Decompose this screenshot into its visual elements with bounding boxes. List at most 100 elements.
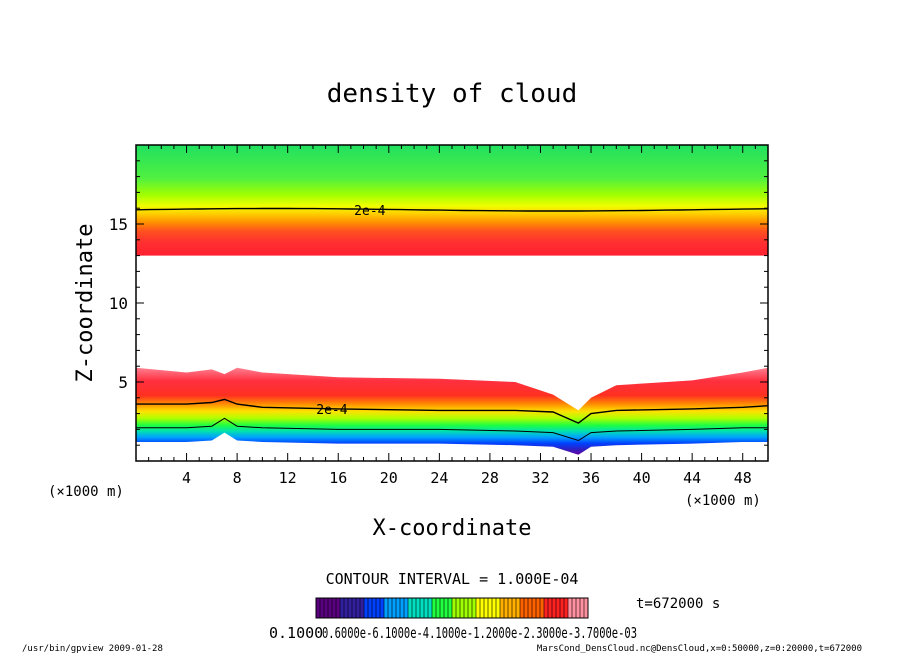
colorbar-cell [416, 598, 421, 618]
colorbar-cell [360, 598, 365, 618]
contour-label-1: 2e-4 [316, 403, 347, 418]
colorbar-cell [500, 598, 505, 618]
colorbar-cell [540, 598, 545, 618]
x-axis-ticks: 4 8 12 16 20 24 28 32 36 40 44 48 [148, 145, 756, 487]
colorbar-cell [560, 598, 565, 618]
colorbar-cell [476, 598, 481, 618]
colorbar-cell [504, 598, 509, 618]
time-label: t=672000 s [636, 596, 720, 612]
contour-interval-label: CONTOUR INTERVAL = 1.000E-04 [326, 570, 579, 588]
colorbar-cell [492, 598, 497, 618]
x-tick-label-24: 24 [430, 469, 448, 487]
colorbar-cell [328, 598, 333, 618]
colorbar-cell [356, 598, 361, 618]
colorbar-cell [444, 598, 449, 618]
colorbar-min-label: 0.1000 [269, 624, 323, 642]
colorbar-cell [336, 598, 341, 618]
colorbar-cell [568, 598, 573, 618]
colorbar-cell [364, 598, 369, 618]
colorbar-frame [315, 597, 589, 619]
colorbar-cell [496, 598, 501, 618]
y-tick-label-10: 10 [109, 294, 128, 313]
colorbar-cell [480, 598, 485, 618]
x-tick-label-16: 16 [329, 469, 347, 487]
colorbar-cell [380, 598, 385, 618]
colorbar-cell [432, 598, 437, 618]
colorbar-cell [552, 598, 557, 618]
colorbar-cell [316, 598, 321, 618]
colorbar-cell [436, 598, 441, 618]
y-tick-label-5: 5 [118, 373, 128, 392]
colorbar-cell [412, 598, 417, 618]
footer-left: /usr/bin/gpview 2009-01-28 [22, 644, 163, 654]
colorbar-cell [484, 598, 489, 618]
colorbar-cell [468, 598, 473, 618]
colorbar-tick-labels: 0.6000e-6.1000e-4.1000e-1.2000e-2.3000e-… [322, 624, 637, 642]
colorbar-cell [472, 598, 477, 618]
x-tick-label-40: 40 [633, 469, 651, 487]
y-axis-ticks: 5 10 15 [109, 160, 768, 446]
x-tick-label-8: 8 [233, 469, 242, 487]
colorbar-cell [428, 598, 433, 618]
colorbar-cell [320, 598, 325, 618]
x-tick-label-48: 48 [734, 469, 752, 487]
x-tick-label-32: 32 [531, 469, 549, 487]
colorbar-cell [440, 598, 445, 618]
colorbar-cell [528, 598, 533, 618]
x-axis-label: X-coordinate [373, 516, 532, 541]
colorbar-cell [388, 598, 393, 618]
colorbar-cell [548, 598, 553, 618]
colorbar-cell [424, 598, 429, 618]
colorbar-cell [392, 598, 397, 618]
x-unit-label-left: (×1000 m) [48, 484, 124, 500]
colorbar-cell [460, 598, 465, 618]
colorbar-cell [512, 598, 517, 618]
colorbar-cell [408, 598, 413, 618]
colorbar-cell [572, 598, 577, 618]
colorbar-cell [340, 598, 345, 618]
colorbar-cell [508, 598, 513, 618]
colorbar-cell [464, 598, 469, 618]
colorbar-cell [404, 598, 409, 618]
colorbar-cell [532, 598, 537, 618]
bottom-contour [136, 417, 768, 442]
chart-title: density of cloud [327, 79, 577, 109]
x-tick-label-20: 20 [380, 469, 398, 487]
colorbar-cell [384, 598, 389, 618]
x-tick-label-4: 4 [182, 469, 191, 487]
upper-cloud-layer [136, 145, 768, 256]
colorbar-cell [456, 598, 461, 618]
y-axis-label: Z-coordinate [73, 224, 98, 383]
colorbar-cell [576, 598, 581, 618]
colorbar-cell [564, 598, 569, 618]
colorbar-cell [352, 598, 357, 618]
contour-labels: 2e-4 2e-4 [316, 204, 385, 418]
colorbar-cell [452, 598, 457, 618]
colorbar-cell [536, 598, 541, 618]
y-tick-label-15: 15 [109, 215, 128, 234]
plot-area: 2e-4 2e-4 [136, 145, 768, 455]
colorbar-cell [348, 598, 353, 618]
colorbar-cell [324, 598, 329, 618]
colorbar-cell [580, 598, 585, 618]
colorbar-cell [544, 598, 549, 618]
colorbar-cell [368, 598, 373, 618]
colorbar-cell [488, 598, 493, 618]
lower-cloud-layer [136, 367, 768, 455]
colorbar-cell [516, 598, 521, 618]
colorbar-cell [344, 598, 349, 618]
x-tick-label-28: 28 [481, 469, 499, 487]
upper-contour-2e-4 [136, 207, 768, 212]
x-unit-label-right: (×1000 m) [685, 493, 761, 509]
colorbar-cell [448, 598, 453, 618]
colorbar-cell [400, 598, 405, 618]
colorbar-cell [376, 598, 381, 618]
lower-contour-2e-4 [136, 398, 768, 424]
colorbar-cell [332, 598, 337, 618]
contour-label-0: 2e-4 [354, 204, 385, 219]
colorbar-cell [584, 598, 589, 618]
colorbar-cell [396, 598, 401, 618]
colorbar-cell [372, 598, 377, 618]
footer-right: MarsCond_DensCloud.nc@DensCloud,x=0:5000… [537, 644, 862, 654]
